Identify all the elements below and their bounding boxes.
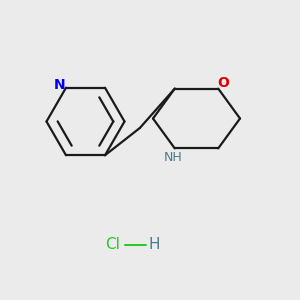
Text: Cl: Cl <box>105 237 120 252</box>
Text: N: N <box>54 78 65 92</box>
Text: H: H <box>149 237 160 252</box>
Text: O: O <box>218 76 230 90</box>
Text: NH: NH <box>164 151 183 164</box>
